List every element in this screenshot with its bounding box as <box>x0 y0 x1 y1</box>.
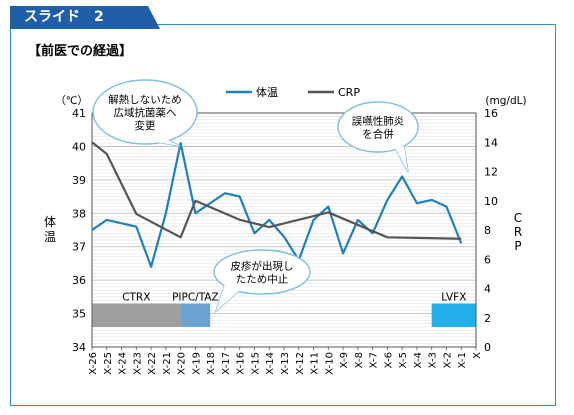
right-tick-label: 16 <box>484 107 498 120</box>
drug-label: LVFX <box>441 292 466 304</box>
drug-label: CTRX <box>122 292 150 304</box>
x-tick-label: X-23 <box>132 352 143 375</box>
callout-text: 誤嚥性肺炎 <box>352 115 405 128</box>
x-tick-label: X-5 <box>398 352 409 368</box>
x-tick-label: X-11 <box>310 352 321 375</box>
left-tick-label: 40 <box>72 140 86 153</box>
x-tick-label: X-2 <box>442 352 453 368</box>
x-tick-label: X-22 <box>147 352 158 375</box>
left-tick-label: 41 <box>72 107 86 120</box>
callout-text: たため中止 <box>236 273 289 286</box>
x-tick-label: X-26 <box>88 352 99 375</box>
x-tick-label: X-25 <box>103 352 114 375</box>
x-tick-label: X-20 <box>177 352 188 375</box>
x-tick-label: X-9 <box>339 352 350 368</box>
x-tick-label: X-10 <box>324 352 335 375</box>
x-tick-label: X-3 <box>428 352 439 368</box>
drug-bar <box>431 303 476 327</box>
left-axis-label: 温 <box>44 230 56 244</box>
drug-bar <box>92 303 181 327</box>
right-axis-label: C <box>514 211 522 225</box>
x-tick-label: X <box>472 352 483 359</box>
drug-bar <box>180 303 211 327</box>
x-tick-label: X-1 <box>457 352 468 368</box>
right-tick-label: 6 <box>484 253 491 266</box>
left-tick-label: 36 <box>72 274 86 287</box>
x-tick-label: X-18 <box>206 352 217 375</box>
legend-label: CRP <box>338 86 360 99</box>
x-tick-label: X-21 <box>162 352 173 375</box>
right-axis-unit: (mg/dL) <box>485 95 526 107</box>
right-tick-label: 2 <box>484 312 491 325</box>
crp-line <box>91 141 462 240</box>
left-tick-label: 35 <box>72 308 86 321</box>
x-tick-label: X-12 <box>295 352 306 375</box>
right-tick-label: 0 <box>484 341 491 354</box>
callout-text: 変更 <box>135 119 156 132</box>
right-tick-label: 14 <box>484 136 498 149</box>
x-tick-label: X-17 <box>221 352 232 375</box>
callout-text: を合併 <box>362 128 394 141</box>
temperature-line <box>91 141 463 268</box>
left-axis-unit: （℃） <box>55 95 88 107</box>
x-tick-label: X-4 <box>413 352 424 368</box>
left-tick-label: 38 <box>72 207 86 220</box>
x-tick-label: X-19 <box>191 352 202 375</box>
right-axis-label: P <box>514 239 521 253</box>
section-title: 【前医での経過】 <box>28 44 133 59</box>
left-tick-label: 37 <box>72 241 86 254</box>
left-tick-label: 39 <box>72 174 86 187</box>
drug-label: PIPC/TAZ <box>172 292 219 304</box>
x-tick-label: X-6 <box>383 352 394 368</box>
right-tick-label: 4 <box>484 283 491 296</box>
x-tick-label: X-24 <box>118 352 129 375</box>
right-tick-label: 12 <box>484 166 498 179</box>
callout-text: 解熱しないため <box>108 93 182 106</box>
right-tick-label: 10 <box>484 195 498 208</box>
right-axis-label: R <box>514 225 522 239</box>
left-tick-label: 34 <box>72 341 86 354</box>
x-tick-label: X-8 <box>354 352 365 368</box>
slide-tab: スライド 2 <box>10 6 160 29</box>
x-tick-label: X-16 <box>236 352 247 375</box>
slide-panel <box>10 24 556 406</box>
right-tick-label: 8 <box>484 224 491 237</box>
left-axis-label: 体 <box>44 215 56 229</box>
x-tick-label: X-14 <box>265 352 276 375</box>
x-tick-label: X-7 <box>369 352 380 368</box>
x-tick-label: X-15 <box>250 352 261 375</box>
legend-label: 体温 <box>256 85 278 99</box>
callout-text: 皮疹が出現し <box>231 260 294 273</box>
x-tick-label: X-13 <box>280 352 291 375</box>
callout-text: 広域抗菌薬へ <box>114 106 177 119</box>
